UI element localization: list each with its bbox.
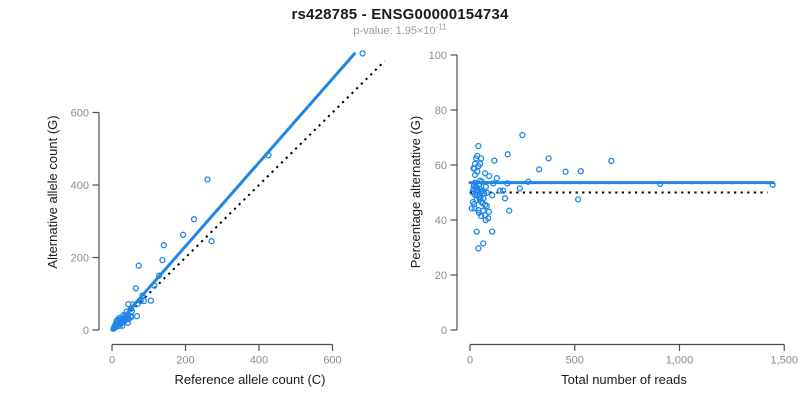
scatter-point xyxy=(155,272,163,279)
scatter-point xyxy=(147,297,155,304)
scatter-point xyxy=(470,165,477,172)
scatter-point xyxy=(499,187,507,194)
scatter-point xyxy=(525,178,532,185)
x-tick-label: 600 xyxy=(323,355,341,367)
x-tick-label: 500 xyxy=(566,355,584,367)
scatter-point xyxy=(140,297,148,305)
scatter-point xyxy=(504,180,511,187)
scatter-point xyxy=(125,300,132,308)
y-tick-label: 40 xyxy=(435,215,447,227)
scatter-point xyxy=(204,176,211,183)
x-axis-title: Total number of reads xyxy=(561,372,687,387)
scatter-point xyxy=(496,187,504,194)
scatter-point xyxy=(133,313,141,320)
scatter-point xyxy=(562,168,569,175)
scatter-point xyxy=(473,228,480,235)
scatter-point xyxy=(110,325,117,332)
y-tick-label: 400 xyxy=(71,180,89,192)
y-tick-label: 20 xyxy=(435,270,447,282)
scatter-point xyxy=(475,209,483,216)
scatter-point xyxy=(468,205,475,212)
scatter-point xyxy=(265,152,272,159)
x-tick-label: 1,500 xyxy=(770,355,798,367)
scatter-point xyxy=(470,186,477,193)
pvalue-exponent: -11 xyxy=(435,22,447,32)
pvalue-mantissa: 1.95×10 xyxy=(395,25,436,37)
scatter-point xyxy=(160,242,167,249)
x-tick-label: 400 xyxy=(250,355,268,367)
scatter-point xyxy=(519,131,526,139)
scatter-point xyxy=(469,198,477,206)
scatter-point xyxy=(469,189,476,196)
scatter-point xyxy=(471,171,479,179)
scatter-point xyxy=(481,170,489,177)
scatter-point xyxy=(489,228,496,235)
scatter-point xyxy=(475,245,482,252)
scatter-point xyxy=(657,180,664,188)
scatter-point xyxy=(476,177,484,184)
identity-line xyxy=(111,60,386,331)
scatter-point xyxy=(482,183,490,190)
scatter-point xyxy=(475,142,482,150)
right-plot-percentage-vs-reads: 0 20 40 60 80 100 0 500 1,000 1,500 Total number o… xyxy=(408,50,798,387)
scatter-point xyxy=(480,240,487,247)
scatter-point xyxy=(470,182,477,190)
fit-line xyxy=(110,52,357,332)
scatter-point xyxy=(135,262,142,269)
scatter-point xyxy=(501,195,509,202)
x-tick-label: 200 xyxy=(176,355,194,367)
scatter-point xyxy=(190,216,198,223)
scatter-point xyxy=(139,292,146,299)
x-tick-label: 1,000 xyxy=(666,355,694,367)
scatter-point xyxy=(151,282,158,289)
y-tick-label: 600 xyxy=(71,107,89,119)
scatter-point xyxy=(516,185,524,192)
scatter-point xyxy=(608,157,615,165)
scatter-point xyxy=(359,50,366,57)
scatter-point xyxy=(545,155,552,162)
scatter-point xyxy=(471,205,478,212)
scatter-point xyxy=(179,231,187,238)
scatter-point xyxy=(493,175,500,182)
figure-pvalue-subtitle: p-value: 1.95×10-11 xyxy=(0,22,800,37)
scatter-point xyxy=(577,167,584,175)
scatter-point xyxy=(504,151,511,158)
scatter-point xyxy=(471,179,479,186)
y-tick-label: 60 xyxy=(435,160,447,172)
scatter-point xyxy=(769,181,776,188)
pvalue-prefix: p-value: xyxy=(353,25,396,37)
left-plot-allele-counts: 0 200 400 600 0 200 400 600 Reference allele cou… xyxy=(45,50,386,387)
y-tick-label: 0 xyxy=(441,325,447,337)
scatter-point xyxy=(472,155,480,162)
y-axis-title: Percentage alternative (G) xyxy=(408,116,423,268)
x-axis-title: Reference allele count (C) xyxy=(174,372,325,387)
y-axis-title: Alternative allele count (G) xyxy=(45,115,60,268)
scatter-point xyxy=(208,238,215,245)
x-tick-label: 0 xyxy=(467,355,473,367)
y-tick-label: 0 xyxy=(83,325,89,337)
scatter-point xyxy=(506,207,513,214)
scatter-point xyxy=(490,180,497,187)
figure-title: rs428785 - ENSG00000154734 xyxy=(291,6,509,23)
y-tick-label: 100 xyxy=(429,50,447,62)
y-tick-label: 200 xyxy=(71,252,89,264)
scatter-point xyxy=(159,256,166,264)
y-tick-label: 80 xyxy=(435,105,447,117)
scatter-point xyxy=(489,192,496,199)
x-tick-label: 0 xyxy=(109,355,115,367)
scatter-point xyxy=(132,285,140,292)
scatter-point xyxy=(491,157,498,164)
scatter-point xyxy=(535,166,543,173)
scatter-point xyxy=(485,208,493,215)
scatter-point xyxy=(574,196,582,203)
